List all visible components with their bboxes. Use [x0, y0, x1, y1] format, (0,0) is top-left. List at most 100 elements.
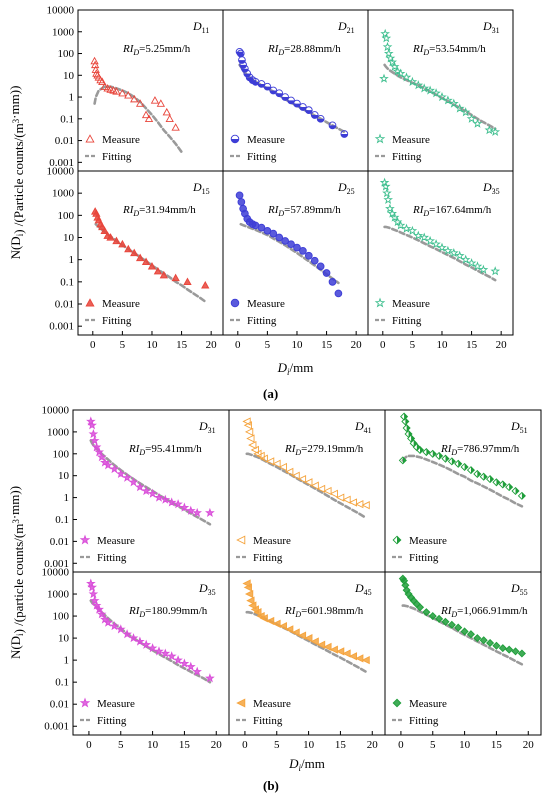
- legend-fitting-label: Fitting: [392, 315, 422, 327]
- data-point: [147, 262, 157, 270]
- panel-label: D11: [192, 19, 209, 35]
- y-tick-label: 10: [58, 470, 70, 482]
- data-point: [185, 505, 196, 515]
- data-point: [205, 507, 215, 517]
- data-point-fill: [340, 134, 348, 138]
- data-point: [173, 655, 183, 665]
- x-tick-label: 5: [265, 339, 271, 351]
- y-tick-label: 10000: [47, 5, 75, 17]
- data-point: [88, 588, 99, 599]
- x-tick-label: 10: [303, 739, 315, 751]
- data-point: [159, 270, 168, 279]
- data-point: [91, 600, 102, 610]
- panel-label: D25: [337, 180, 355, 196]
- legend-measure-label: Measure: [409, 698, 447, 710]
- data-point: [179, 502, 190, 512]
- data-point: [415, 603, 425, 612]
- y-tick-label: 1: [64, 655, 70, 667]
- data-point-fill: [317, 118, 325, 123]
- data-point: [109, 464, 120, 474]
- data-point: [96, 452, 107, 462]
- data-point: [112, 236, 121, 245]
- data-point: [144, 114, 154, 122]
- data-point: [94, 446, 104, 457]
- ri-label: RID=1,066.91mm/h: [440, 605, 528, 619]
- x-tick-label: 10: [436, 339, 448, 351]
- data-point-fill: [293, 103, 301, 108]
- data-point-fill: [509, 483, 513, 491]
- data-point: [490, 266, 501, 276]
- data-point-fill: [483, 473, 488, 481]
- data-point: [86, 578, 96, 588]
- data-point: [246, 434, 255, 443]
- fitting-curve: [245, 452, 368, 520]
- data-point: [85, 134, 95, 143]
- data-point: [291, 471, 300, 480]
- data-point-fill: [402, 456, 407, 464]
- data-point: [449, 98, 459, 108]
- fitting-curve: [401, 454, 524, 508]
- data-point: [297, 631, 307, 640]
- y-tick-label: 10000: [42, 405, 70, 417]
- data-point: [147, 488, 158, 498]
- data-point: [460, 627, 469, 636]
- y-tick-label: 0.01: [55, 135, 74, 147]
- legend-fitting-label: Fitting: [247, 315, 277, 327]
- data-point: [383, 194, 393, 204]
- data-point: [248, 440, 257, 450]
- panel-label: D31: [482, 19, 500, 35]
- x-tick-label: 15: [179, 739, 191, 751]
- data-point: [246, 596, 255, 605]
- data-point: [466, 113, 477, 123]
- fitting-curve: [383, 225, 497, 282]
- data-point: [179, 658, 190, 668]
- y-tick-label: 1: [69, 92, 75, 104]
- legend-fitting-label: Fitting: [97, 715, 127, 727]
- data-point: [269, 229, 278, 238]
- data-point: [118, 88, 127, 97]
- data-point: [236, 535, 246, 545]
- legend-measure-label: Measure: [247, 134, 285, 146]
- legend-measure-label: Measure: [253, 535, 291, 547]
- data-point: [387, 208, 398, 218]
- data-point: [87, 582, 97, 592]
- data-point-fill: [439, 452, 443, 460]
- ri-label: RID=279.19mm/h: [284, 443, 364, 457]
- data-point-fill: [502, 481, 507, 488]
- data-point: [278, 462, 287, 472]
- data-point: [236, 698, 246, 708]
- data-point: [100, 614, 110, 624]
- data-point: [304, 633, 313, 643]
- data-point-fill: [263, 86, 271, 91]
- data-point: [329, 489, 338, 498]
- data-point-fill: [275, 93, 283, 97]
- y-tick-label: 0.001: [49, 321, 74, 333]
- fitting-curve: [245, 610, 368, 673]
- data-point: [205, 673, 215, 683]
- ri-label: RID=180.99mm/h: [128, 605, 208, 619]
- fitting-curve: [238, 63, 346, 134]
- data-point: [124, 91, 133, 99]
- data-point: [141, 110, 151, 119]
- data-point: [316, 484, 326, 494]
- data-point: [310, 256, 319, 265]
- y-tick-label: 0.1: [55, 677, 69, 689]
- data-point: [336, 647, 345, 656]
- ri-label: RID=167.64mm/h: [412, 204, 492, 218]
- figure-b: 1000010001001010.10.010.0011000010001001…: [7, 405, 542, 773]
- data-point: [323, 486, 332, 496]
- data-point: [257, 223, 266, 232]
- data-point: [316, 640, 326, 649]
- data-point: [141, 639, 152, 649]
- data-point: [122, 629, 132, 639]
- data-point: [478, 264, 489, 274]
- data-point: [389, 212, 400, 222]
- data-point: [87, 420, 97, 430]
- data-point: [272, 619, 281, 628]
- y-tick-label: 0.1: [60, 276, 74, 288]
- data-point: [466, 258, 477, 268]
- data-point: [154, 492, 164, 502]
- data-point: [419, 83, 430, 93]
- panel-b-d55: D55 RID=1,066.91mm/h Measure Fitting: [392, 574, 528, 727]
